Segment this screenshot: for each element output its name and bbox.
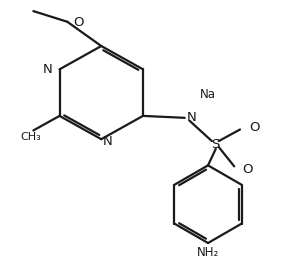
Text: O: O <box>249 121 259 134</box>
Text: N: N <box>187 111 196 124</box>
Text: CH₃: CH₃ <box>20 132 41 142</box>
Text: Na: Na <box>200 88 216 101</box>
Text: S: S <box>212 138 220 151</box>
Text: O: O <box>73 16 84 29</box>
Text: O: O <box>242 163 253 176</box>
Text: N: N <box>43 63 53 76</box>
Text: NH₂: NH₂ <box>197 246 219 259</box>
Text: N: N <box>103 135 113 148</box>
